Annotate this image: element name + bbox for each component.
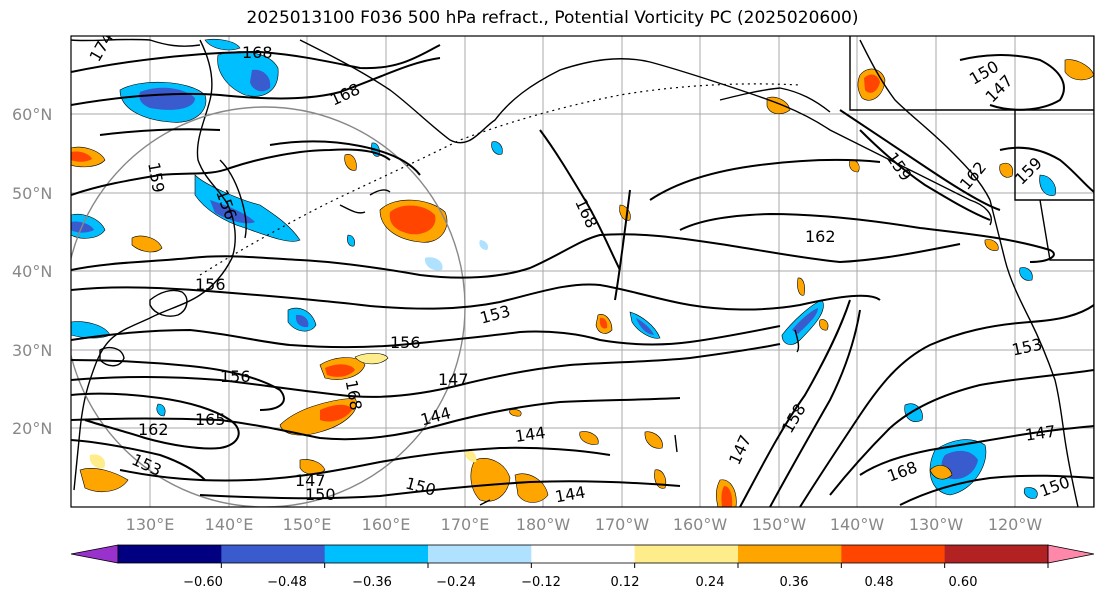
svg-text:−0.48: −0.48 bbox=[267, 575, 307, 590]
svg-text:174: 174 bbox=[86, 29, 118, 65]
svg-text:130°E: 130°E bbox=[126, 515, 175, 534]
svg-text:156: 156 bbox=[195, 275, 226, 294]
svg-text:130°W: 130°W bbox=[909, 515, 964, 534]
svg-text:60°N: 60°N bbox=[12, 105, 52, 124]
svg-text:150: 150 bbox=[403, 473, 437, 499]
latitude-labels: 60°N 50°N 40°N 30°N 20°N bbox=[12, 105, 52, 438]
svg-text:120°W: 120°W bbox=[988, 515, 1043, 534]
contour-labels: 174 168 168 159 156 156 153 156 156 147 … bbox=[86, 29, 1073, 506]
longitude-labels: 130°E 140°E 150°E 160°E 170°E 180°W 170°… bbox=[126, 515, 1043, 534]
svg-text:147: 147 bbox=[1024, 422, 1057, 445]
svg-text:168: 168 bbox=[571, 195, 601, 231]
svg-text:160°E: 160°E bbox=[362, 515, 411, 534]
svg-text:0.36: 0.36 bbox=[780, 575, 809, 590]
svg-text:0.24: 0.24 bbox=[696, 575, 725, 590]
svg-text:156: 156 bbox=[220, 367, 251, 386]
svg-text:180°W: 180°W bbox=[516, 515, 571, 534]
svg-text:0.48: 0.48 bbox=[865, 575, 894, 590]
svg-text:162: 162 bbox=[805, 227, 836, 246]
svg-text:150°E: 150°E bbox=[283, 515, 332, 534]
colorbar-segment bbox=[118, 545, 222, 563]
svg-text:40°N: 40°N bbox=[12, 262, 52, 281]
svg-text:159: 159 bbox=[144, 161, 168, 194]
colorbar-segment bbox=[738, 545, 842, 563]
colorbar-segment bbox=[221, 545, 326, 563]
svg-text:50°N: 50°N bbox=[12, 184, 52, 203]
svg-text:160°W: 160°W bbox=[673, 515, 728, 534]
svg-text:144: 144 bbox=[553, 482, 586, 506]
svg-text:−0.36: −0.36 bbox=[352, 575, 392, 590]
colorbar bbox=[70, 544, 1095, 568]
colorbar-segment bbox=[1047, 544, 1095, 564]
svg-text:165: 165 bbox=[195, 410, 226, 429]
svg-text:168: 168 bbox=[327, 79, 363, 109]
svg-text:147: 147 bbox=[295, 471, 326, 490]
height-contours bbox=[71, 44, 1094, 507]
svg-text:144: 144 bbox=[418, 403, 452, 429]
svg-text:140°W: 140°W bbox=[830, 515, 885, 534]
track-line bbox=[199, 83, 801, 276]
svg-text:156: 156 bbox=[212, 187, 240, 222]
colorbar-segment bbox=[428, 545, 532, 563]
colorbar-segment bbox=[531, 545, 636, 563]
svg-text:−0.24: −0.24 bbox=[436, 575, 476, 590]
svg-text:147: 147 bbox=[438, 370, 469, 389]
map-frame bbox=[70, 35, 1095, 508]
svg-text:162: 162 bbox=[956, 158, 990, 194]
svg-text:−0.12: −0.12 bbox=[521, 575, 561, 590]
svg-text:150: 150 bbox=[305, 485, 336, 504]
svg-text:20°N: 20°N bbox=[12, 419, 52, 438]
colorbar-segment bbox=[841, 545, 946, 563]
svg-text:147: 147 bbox=[725, 432, 755, 468]
colorbar-tick-labels: −0.60 −0.48 −0.36 −0.24 −0.12 0.12 0.24 … bbox=[183, 575, 977, 590]
map-title: 2025013100 F036 500 hPa refract., Potent… bbox=[246, 8, 859, 28]
svg-text:156: 156 bbox=[390, 333, 421, 352]
svg-text:0.12: 0.12 bbox=[611, 575, 640, 590]
colorbar-frame bbox=[117, 544, 1049, 564]
svg-text:0.60: 0.60 bbox=[949, 575, 978, 590]
svg-text:144: 144 bbox=[514, 423, 547, 446]
colorbar-segment bbox=[70, 544, 119, 564]
graticule bbox=[71, 36, 1094, 507]
colorbar-segment bbox=[944, 545, 1049, 563]
colorbar-segment bbox=[324, 545, 429, 563]
svg-text:170°W: 170°W bbox=[595, 515, 650, 534]
svg-text:170°E: 170°E bbox=[441, 515, 490, 534]
svg-text:30°N: 30°N bbox=[12, 341, 52, 360]
colorbar-segment bbox=[634, 545, 739, 563]
svg-text:−0.60: −0.60 bbox=[183, 575, 223, 590]
svg-text:168: 168 bbox=[242, 43, 273, 62]
svg-text:162: 162 bbox=[138, 420, 169, 439]
svg-text:150°W: 150°W bbox=[752, 515, 807, 534]
svg-text:140°E: 140°E bbox=[205, 515, 254, 534]
svg-text:159: 159 bbox=[883, 149, 916, 185]
